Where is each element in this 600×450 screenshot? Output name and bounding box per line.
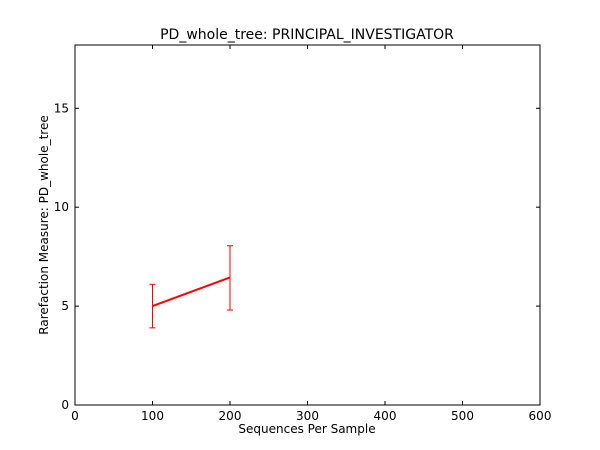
x-tick-label: 100 xyxy=(141,409,164,423)
y-tick-label: 15 xyxy=(54,101,69,115)
x-tick-label: 200 xyxy=(219,409,242,423)
x-tick-label: 500 xyxy=(451,409,474,423)
x-axis-ticks: 0 100 200 300 400 500 600 xyxy=(71,45,551,423)
series-group xyxy=(149,245,233,329)
y-tick-label: 5 xyxy=(61,299,69,313)
y-tick-label: 0 xyxy=(61,398,69,412)
y-tick-label: 10 xyxy=(54,200,69,214)
x-tick-label: 300 xyxy=(296,409,319,423)
x-tick-label: 0 xyxy=(71,409,79,423)
x-tick-label: 400 xyxy=(374,409,397,423)
x-tick-label: 600 xyxy=(529,409,552,423)
series-line xyxy=(152,276,231,308)
y-axis-label: Rarefaction Measure: PD_whole_tree xyxy=(37,115,51,334)
y-axis-ticks: 0 5 10 15 xyxy=(54,101,540,412)
chart-title: PD_whole_tree: PRINCIPAL_INVESTIGATOR xyxy=(160,27,454,43)
x-axis-label: Sequences Per Sample xyxy=(238,422,375,436)
plot-frame xyxy=(74,44,541,406)
